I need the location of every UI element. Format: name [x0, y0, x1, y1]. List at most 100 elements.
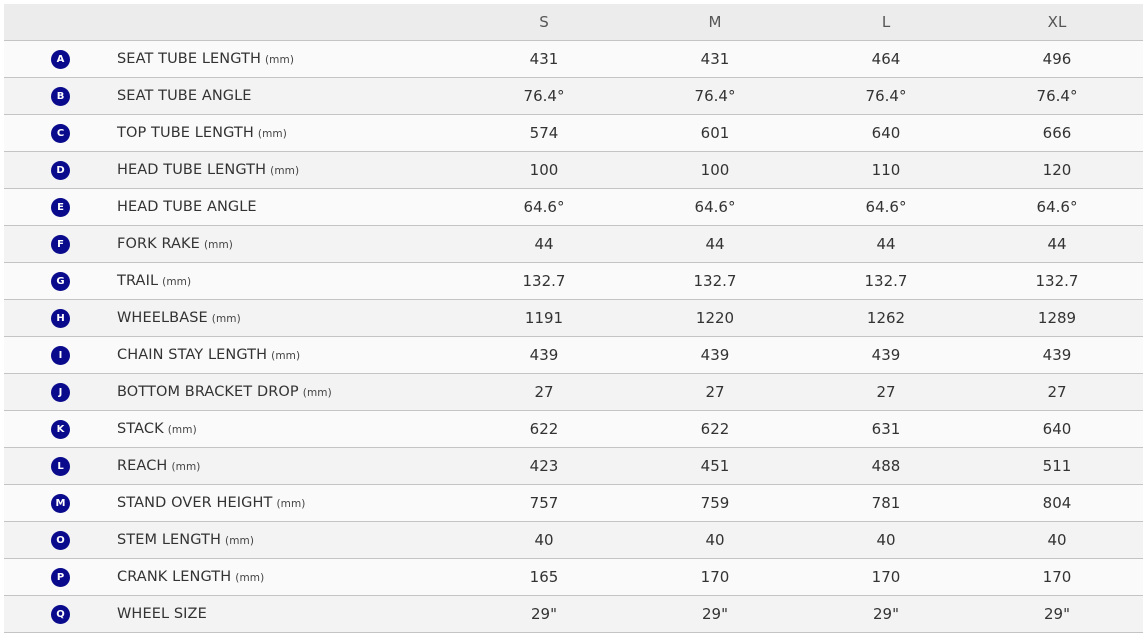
measurement-unit: (mm) [257, 128, 287, 140]
measurement-label: FORK RAKE (mm) [117, 226, 233, 262]
value-cell-m: 1220 [695, 309, 735, 327]
value-cell-s: 29" [531, 605, 557, 623]
measurement-unit: (mm) [225, 535, 255, 547]
value-cell-l: 488 [871, 457, 901, 475]
value-cell-m: 439 [700, 346, 730, 364]
size-header-m: M [708, 13, 722, 31]
value-cell-m: 170 [700, 568, 730, 586]
measurement-label: CRANK LENGTH (mm) [117, 559, 264, 595]
measurement-label: HEAD TUBE ANGLE [117, 189, 257, 225]
value-cell-xl: 29" [1044, 605, 1070, 623]
value-cell-s: 40 [534, 531, 554, 549]
measurement-name: SEAT TUBE ANGLE [117, 88, 252, 104]
value-cell-xl: 27 [1047, 383, 1067, 401]
measurement-name: REACH [117, 458, 168, 474]
measurement-label: REACH (mm) [117, 448, 201, 484]
value-cell-s: 132.7 [522, 272, 566, 290]
value-cell-l: 170 [871, 568, 901, 586]
measurement-badge: H [51, 309, 70, 328]
value-cell-l: 64.6° [865, 198, 907, 216]
value-cell-m: 601 [700, 124, 730, 142]
measurement-label: CHAIN STAY LENGTH (mm) [117, 337, 300, 373]
value-cell-s: 757 [529, 494, 559, 512]
value-cell-s: 27 [534, 383, 554, 401]
measurement-name: CHAIN STAY LENGTH [117, 347, 268, 363]
value-cell-s: 76.4° [523, 87, 565, 105]
measurement-label: HEAD TUBE LENGTH (mm) [117, 152, 299, 188]
measurement-label: WHEELBASE (mm) [117, 300, 241, 336]
value-cell-m: 27 [705, 383, 725, 401]
measurement-name: STAND OVER HEIGHT [117, 495, 273, 511]
value-cell-s: 423 [529, 457, 559, 475]
value-cell-m: 44 [705, 235, 725, 253]
measurement-label: TOP TUBE LENGTH (mm) [117, 115, 287, 151]
table-row: M STAND OVER HEIGHT (mm) 757 759 781 804 [4, 485, 1143, 522]
measurement-label: STACK (mm) [117, 411, 197, 447]
table-body: A SEAT TUBE LENGTH (mm) 431 431 464 496 B SEAT… [4, 41, 1143, 633]
measurement-name: SEAT TUBE LENGTH [117, 51, 261, 67]
measurement-name: WHEELBASE [117, 310, 208, 326]
measurement-label: STAND OVER HEIGHT (mm) [117, 485, 306, 521]
measurement-badge: A [51, 50, 70, 69]
measurement-unit: (mm) [171, 461, 201, 473]
value-cell-s: 622 [529, 420, 559, 438]
value-cell-m: 100 [700, 161, 730, 179]
measurement-label: STEM LENGTH (mm) [117, 522, 254, 558]
measurement-name: HEAD TUBE ANGLE [117, 199, 257, 215]
measurement-name: TOP TUBE LENGTH [117, 125, 254, 141]
value-cell-xl: 666 [1042, 124, 1072, 142]
table-row: L REACH (mm) 423 451 488 511 [4, 448, 1143, 485]
value-cell-s: 431 [529, 50, 559, 68]
value-cell-s: 44 [534, 235, 554, 253]
value-cell-l: 27 [876, 383, 896, 401]
measurement-unit: (mm) [270, 165, 300, 177]
value-cell-m: 64.6° [694, 198, 736, 216]
value-cell-s: 165 [529, 568, 559, 586]
value-cell-l: 439 [871, 346, 901, 364]
measurement-unit: (mm) [235, 572, 265, 584]
value-cell-m: 759 [700, 494, 730, 512]
measurement-badge: C [51, 124, 70, 143]
measurement-badge: O [51, 531, 70, 550]
value-cell-xl: 170 [1042, 568, 1072, 586]
table-header: S M L XL [4, 4, 1143, 41]
value-cell-m: 40 [705, 531, 725, 549]
measurement-badge: E [51, 198, 70, 217]
value-cell-l: 40 [876, 531, 896, 549]
table-row: F FORK RAKE (mm) 44 44 44 44 [4, 226, 1143, 263]
table-row: P CRANK LENGTH (mm) 165 170 170 170 [4, 559, 1143, 596]
value-cell-xl: 76.4° [1036, 87, 1078, 105]
value-cell-m: 76.4° [694, 87, 736, 105]
measurement-badge: J [51, 383, 70, 402]
measurement-name: STACK [117, 421, 164, 437]
table-row: D HEAD TUBE LENGTH (mm) 100 100 110 120 [4, 152, 1143, 189]
table-row: K STACK (mm) 622 622 631 640 [4, 411, 1143, 448]
value-cell-l: 76.4° [865, 87, 907, 105]
value-cell-m: 622 [700, 420, 730, 438]
measurement-unit: (mm) [264, 54, 295, 66]
value-cell-s: 574 [529, 124, 559, 142]
measurement-label: WHEEL SIZE [117, 596, 207, 632]
measurement-label: SEAT TUBE ANGLE [117, 78, 252, 114]
value-cell-xl: 640 [1042, 420, 1072, 438]
value-cell-l: 464 [871, 50, 901, 68]
measurement-badge: M [51, 494, 70, 513]
value-cell-l: 640 [871, 124, 901, 142]
measurement-badge: Q [51, 605, 70, 624]
measurement-unit: (mm) [211, 313, 241, 325]
value-cell-m: 29" [702, 605, 728, 623]
measurement-label: TRAIL (mm) [117, 263, 191, 299]
value-cell-xl: 496 [1042, 50, 1072, 68]
value-cell-m: 431 [700, 50, 730, 68]
value-cell-l: 132.7 [864, 272, 908, 290]
value-cell-xl: 804 [1042, 494, 1072, 512]
value-cell-s: 439 [529, 346, 559, 364]
measurement-name: TRAIL [117, 273, 159, 289]
value-cell-s: 100 [529, 161, 559, 179]
measurement-name: WHEEL SIZE [117, 606, 207, 622]
measurement-name: STEM LENGTH [117, 532, 222, 548]
measurement-name: CRANK LENGTH [117, 569, 232, 585]
value-cell-l: 631 [871, 420, 901, 438]
value-cell-xl: 40 [1047, 531, 1067, 549]
geometry-table: S M L XL A SEAT TUBE LENGTH (mm) 431 431 464… [4, 4, 1143, 633]
